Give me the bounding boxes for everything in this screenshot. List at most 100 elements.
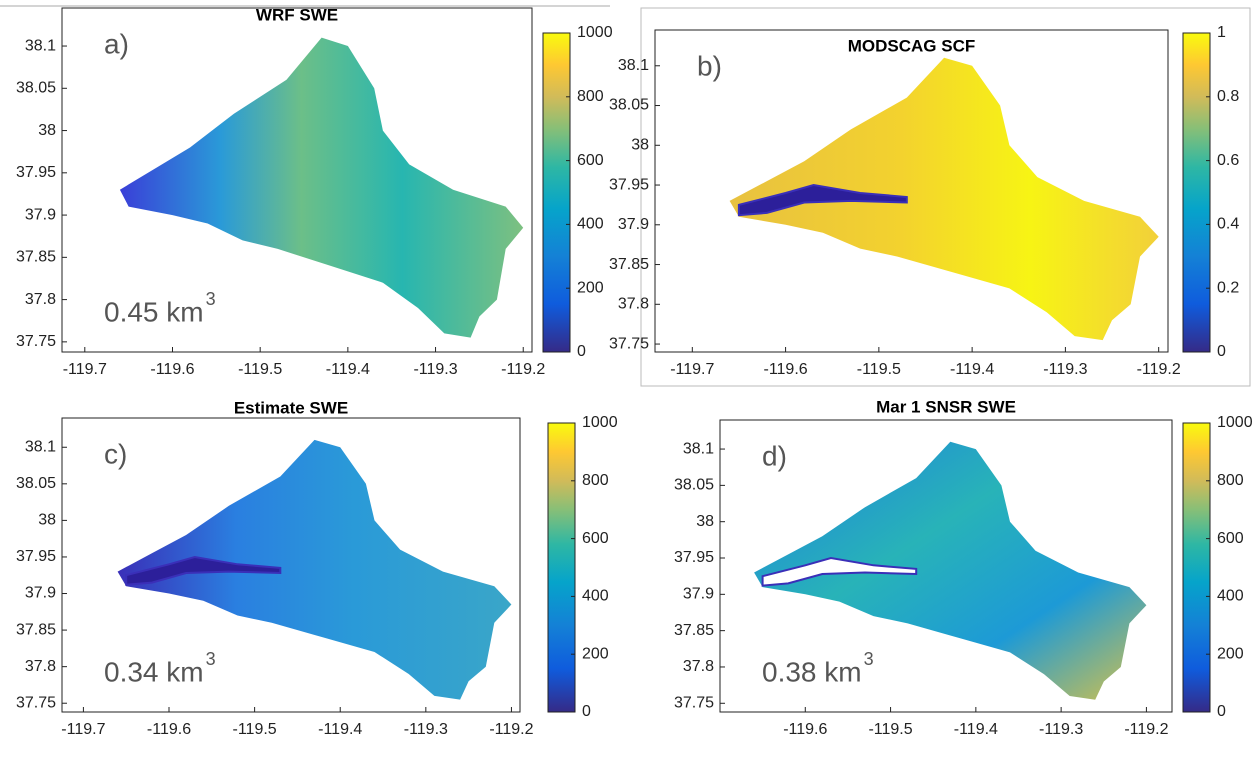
panel-title: MODSCAG SCF: [848, 36, 976, 55]
y-tick-label: 38.1: [683, 440, 714, 457]
watershed: [119, 37, 524, 338]
y-tick-label: 37.75: [16, 333, 56, 350]
colorbar-tick-label: 0: [1217, 703, 1226, 720]
colorbar-tick-label: 400: [577, 216, 604, 233]
y-tick-label: 38.1: [25, 37, 56, 54]
y-tick-label: 37.85: [16, 249, 56, 266]
y-tick-label: 37.85: [674, 622, 714, 639]
y-tick-label: 38: [631, 137, 649, 154]
y-tick-label: 38.05: [609, 97, 649, 114]
panel-title: Mar 1 SNSR SWE: [876, 397, 1016, 416]
y-tick-label: 37.95: [16, 548, 56, 565]
axes-box: [61, 417, 521, 713]
x-tick-label: -119.4: [950, 361, 994, 378]
y-tick-label: 38: [38, 122, 56, 139]
y-tick-label: 38.05: [16, 80, 56, 97]
panel-title: WRF SWE: [256, 5, 338, 24]
y-tick-label: 37.8: [683, 658, 714, 675]
watershed: [117, 439, 512, 700]
colorbar-tick-label: 200: [582, 645, 609, 662]
x-tick-label: -119.3: [1039, 721, 1083, 738]
x-tick-label: -119.4: [326, 361, 370, 378]
colorbar-tick-label: 0.8: [1217, 88, 1239, 105]
colorbar: [1182, 422, 1211, 713]
x-tick-label: -119.2: [501, 361, 545, 378]
y-tick-label: 38.1: [618, 57, 649, 74]
y-tick-label: 37.9: [618, 216, 649, 233]
x-tick-label: -119.3: [404, 721, 448, 738]
x-tick-label: -119.3: [413, 361, 457, 378]
y-tick-label: 37.9: [25, 585, 56, 602]
panel-frame: [640, 7, 1251, 387]
axes-box: [654, 29, 1169, 353]
x-tick-label: -119.7: [670, 361, 714, 378]
low-snow-streak: [125, 555, 282, 586]
volume-annotation: 0.38 km: [762, 656, 862, 687]
x-tick-label: -119.2: [489, 721, 533, 738]
low-snow-streak: [761, 556, 918, 587]
panel-label: a): [104, 28, 129, 59]
axes-box: [61, 7, 533, 353]
colorbar: [547, 422, 576, 713]
colorbar-tick-label: 800: [1217, 472, 1244, 489]
y-tick-label: 37.8: [25, 291, 56, 308]
y-tick-label: 37.9: [683, 586, 714, 603]
volume-annotation: 0.34 km: [104, 656, 204, 687]
axes-box: [719, 419, 1173, 713]
y-tick-label: 38: [696, 513, 714, 530]
colorbar-tick-label: 1000: [1217, 414, 1253, 431]
colorbar-tick-label: 0: [582, 703, 591, 720]
y-tick-label: 37.75: [16, 694, 56, 711]
colorbar-tick-label: 1000: [577, 24, 613, 41]
x-tick-label: -119.2: [1124, 721, 1168, 738]
watershed: [729, 57, 1159, 341]
colorbar: [542, 32, 571, 353]
x-tick-label: -119.5: [233, 721, 277, 738]
colorbar-tick-label: 0.4: [1217, 216, 1239, 233]
colorbar-tick-label: 1000: [582, 414, 618, 431]
x-tick-label: -119.7: [61, 721, 105, 738]
x-tick-label: -119.5: [857, 361, 901, 378]
colorbar-tick-label: 0.2: [1217, 279, 1239, 296]
y-tick-label: 37.75: [609, 335, 649, 352]
y-tick-label: 38.05: [16, 475, 56, 492]
colorbar-tick-label: 800: [577, 88, 604, 105]
watershed: [754, 441, 1147, 700]
y-tick-label: 37.95: [16, 164, 56, 181]
y-tick-label: 37.85: [609, 256, 649, 273]
colorbar: [1182, 32, 1211, 353]
y-tick-label: 38: [38, 512, 56, 529]
colorbar-tick-label: 600: [577, 152, 604, 169]
colorbar-tick-label: 800: [582, 472, 609, 489]
y-tick-label: 37.85: [16, 621, 56, 638]
volume-unit-exponent: 3: [206, 649, 216, 669]
colorbar-tick-label: 1: [1217, 24, 1226, 41]
panel-label: b): [697, 50, 722, 81]
panel-label: c): [104, 438, 127, 469]
y-tick-label: 37.95: [609, 176, 649, 193]
colorbar-tick-label: 600: [582, 530, 609, 547]
volume-unit-exponent: 3: [864, 649, 874, 669]
x-tick-label: -119.7: [63, 361, 107, 378]
colorbar-tick-label: 0.6: [1217, 152, 1239, 169]
x-tick-label: -119.2: [1137, 361, 1181, 378]
x-tick-label: -119.4: [954, 721, 998, 738]
colorbar-tick-label: 200: [577, 279, 604, 296]
volume-unit-exponent: 3: [206, 289, 216, 309]
y-tick-label: 38.05: [674, 477, 714, 494]
low-snow-streak: [737, 183, 908, 217]
colorbar-tick-label: 0: [1217, 343, 1226, 360]
y-tick-label: 37.9: [25, 206, 56, 223]
y-tick-label: 37.8: [618, 296, 649, 313]
y-tick-label: 38.1: [25, 438, 56, 455]
volume-annotation: 0.45 km: [104, 296, 204, 327]
y-tick-label: 37.75: [674, 695, 714, 712]
x-tick-label: -119.6: [783, 721, 827, 738]
x-tick-label: -119.4: [318, 721, 362, 738]
panel-label: d): [762, 440, 787, 471]
x-tick-label: -119.5: [238, 361, 282, 378]
colorbar-tick-label: 600: [1217, 530, 1244, 547]
x-tick-label: -119.5: [868, 721, 912, 738]
x-tick-label: -119.6: [147, 721, 191, 738]
